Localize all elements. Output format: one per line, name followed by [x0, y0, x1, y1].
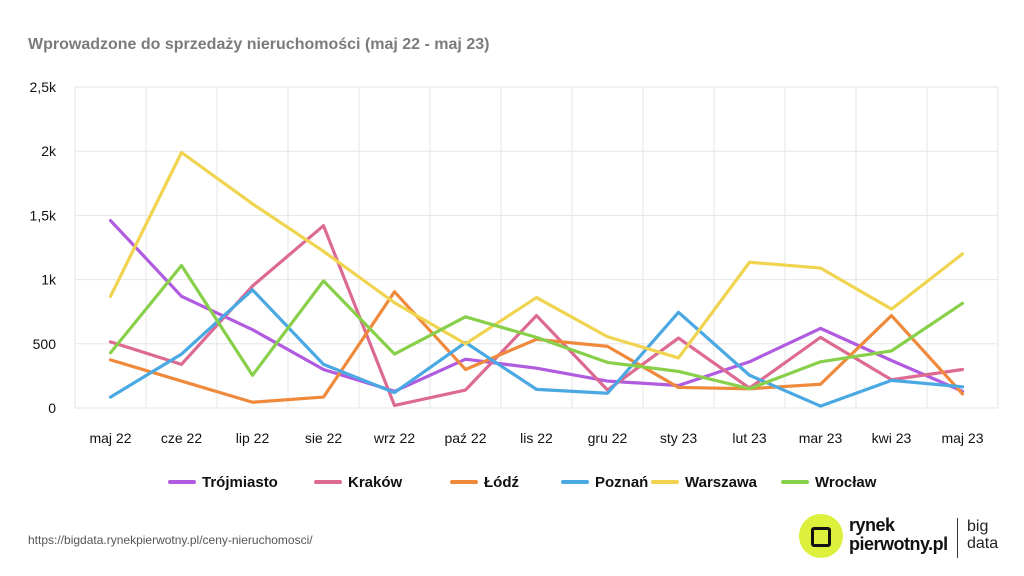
- x-tick-label: gru 22: [588, 430, 628, 446]
- legend: Trójmiasto Kraków Łódź Poznań Warszawa Wrocła…: [168, 474, 877, 491]
- series-lines: [108, 150, 965, 408]
- logo-separator: [957, 518, 958, 558]
- x-tick-label: paź 22: [444, 430, 486, 446]
- y-axis-ticks: 0 500 1k 1,5k 2k 2,5k: [30, 79, 57, 416]
- brand-logo: rynek pierwotny.pl big data: [799, 512, 1009, 562]
- legend-item: Wrocław: [781, 474, 877, 491]
- y-tick-label: 1,5k: [30, 207, 57, 223]
- bigdata-text: big data: [967, 518, 998, 552]
- legend-label: Warszawa: [685, 474, 758, 491]
- chart-title: Wprowadzone do sprzedaży nieruchomości (…: [28, 36, 490, 53]
- legend-item: Poznań: [561, 474, 648, 491]
- legend-item: Kraków: [314, 474, 403, 491]
- vertical-gridlines: [74, 87, 999, 408]
- legend-item: Trójmiasto: [168, 474, 278, 491]
- x-tick-label: kwi 23: [872, 430, 912, 446]
- legend-label: Poznań: [595, 474, 648, 491]
- y-tick-label: 2k: [41, 143, 57, 159]
- horizontal-gridlines: [75, 86, 998, 409]
- legend-label: Łódź: [484, 474, 519, 491]
- bigdata-line1: big: [967, 518, 989, 535]
- y-tick-label: 2,5k: [30, 79, 57, 95]
- x-tick-label: lut 23: [732, 430, 766, 446]
- x-tick-label: sie 22: [305, 430, 343, 446]
- logo-line1: rynek: [849, 515, 895, 535]
- series-line-kraków: [108, 224, 965, 408]
- bigdata-line2: data: [967, 535, 999, 552]
- y-tick-label: 500: [33, 336, 57, 352]
- x-tick-label: sty 23: [660, 430, 698, 446]
- logo-line2: pierwotny.pl: [849, 534, 948, 554]
- x-tick-label: lip 22: [236, 430, 270, 446]
- legend-item: Warszawa: [651, 474, 758, 491]
- legend-label: Wrocław: [815, 474, 877, 491]
- x-tick-label: maj 23: [941, 430, 983, 446]
- series-line-wrocław: [108, 263, 965, 391]
- legend-item: Łódź: [450, 474, 519, 491]
- series-line-łódź: [108, 290, 965, 404]
- y-tick-label: 1k: [41, 272, 57, 288]
- source-url: https://bigdata.rynekpierwotny.pl/ceny-n…: [28, 533, 313, 547]
- x-axis-ticks: maj 22 cze 22 lip 22 sie 22 wrz 22 paź 22 lis …: [89, 430, 983, 446]
- series-line-trójmiasto: [108, 218, 965, 393]
- logo-text: rynek pierwotny.pl: [849, 516, 948, 554]
- y-tick-label: 0: [48, 400, 56, 416]
- x-tick-label: maj 22: [89, 430, 131, 446]
- x-tick-label: mar 23: [799, 430, 843, 446]
- series-line-warszawa: [108, 150, 965, 360]
- legend-label: Kraków: [348, 474, 403, 491]
- x-tick-label: cze 22: [161, 430, 202, 446]
- x-tick-label: lis 22: [520, 430, 553, 446]
- series-line-poznań: [108, 288, 965, 408]
- legend-label: Trójmiasto: [202, 474, 278, 491]
- logo-badge-icon: [799, 514, 843, 558]
- x-tick-label: wrz 22: [373, 430, 415, 446]
